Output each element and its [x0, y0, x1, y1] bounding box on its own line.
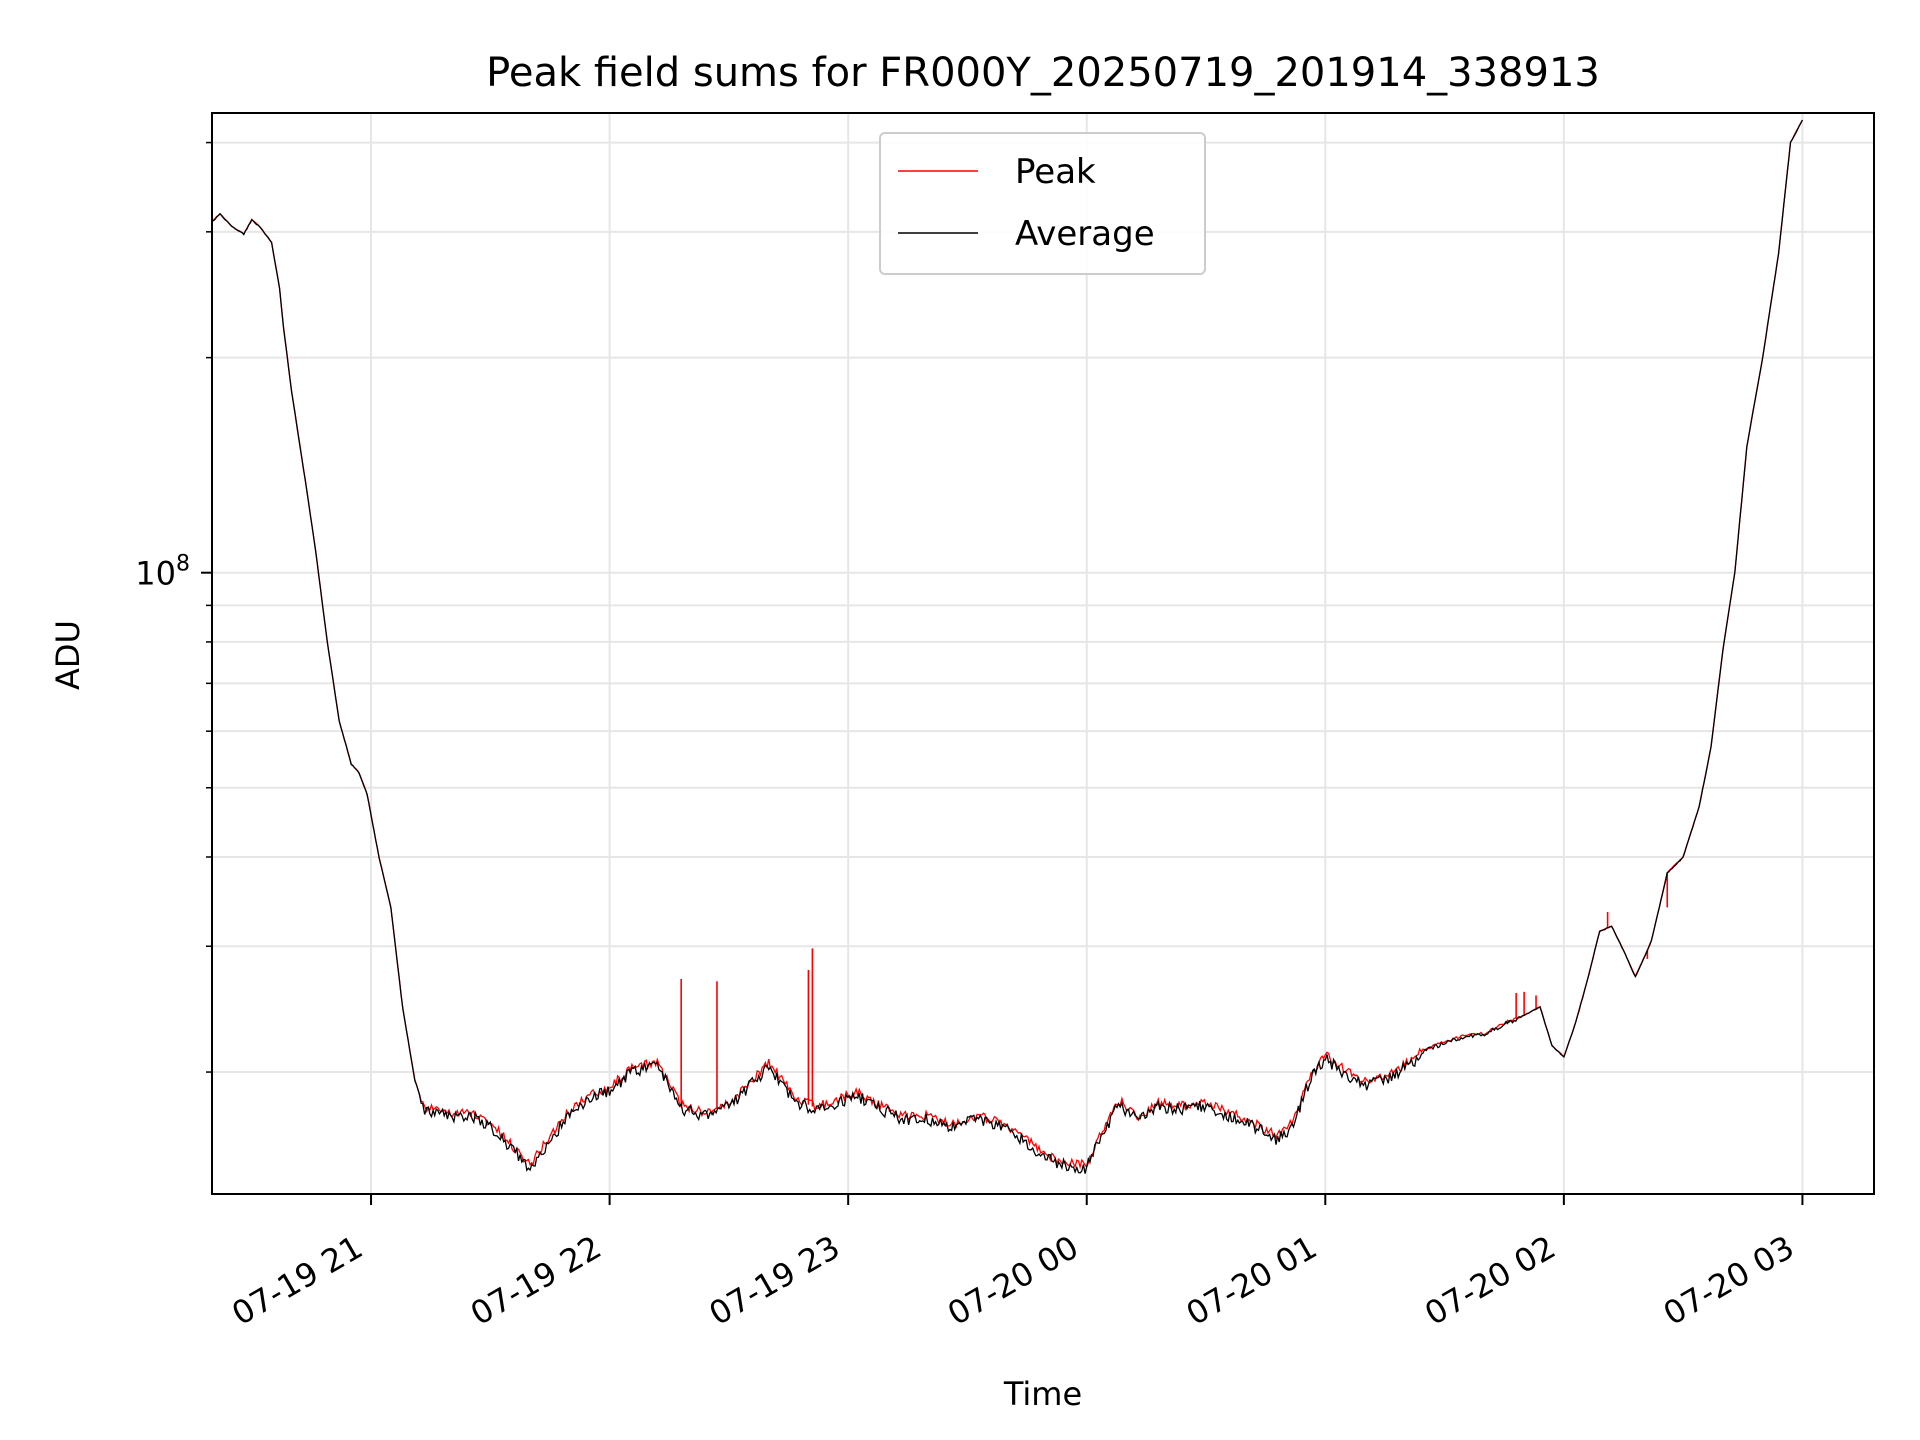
peak-spikes	[680, 872, 1669, 1110]
y-tick-labels: 108	[135, 552, 190, 593]
x-tick-label: 07-20 03	[1657, 1228, 1801, 1333]
series-line-average	[211, 119, 1803, 1174]
x-tick-label: 07-20 02	[1418, 1228, 1562, 1333]
ticks	[201, 141, 1804, 1205]
legend: Peak Average	[879, 132, 1206, 275]
legend-label-average: Average	[1015, 214, 1155, 254]
x-tick-label: 07-20 01	[1180, 1228, 1324, 1333]
legend-label-peak: Peak	[1015, 152, 1096, 192]
y-tick-label: 108	[135, 552, 190, 593]
plot-lines	[211, 119, 1803, 1174]
legend-box	[879, 132, 1206, 275]
x-tick-label: 07-19 23	[703, 1228, 847, 1333]
x-tick-label: 07-19 21	[225, 1228, 369, 1333]
plot-frame	[211, 112, 1875, 1195]
y-axis-label: ADU	[49, 620, 87, 690]
x-tick-label: 07-20 00	[941, 1228, 1085, 1333]
chart-title: Peak field sums for FR000Y_20250719_2019…	[486, 50, 1600, 96]
x-axis-label: Time	[1003, 1375, 1082, 1413]
grid-lines	[212, 113, 1874, 1194]
x-tick-label: 07-19 22	[464, 1228, 608, 1333]
x-tick-labels: 07-19 21 07-19 22 07-19 23 07-20 00 07-20 01…	[225, 1228, 1800, 1333]
